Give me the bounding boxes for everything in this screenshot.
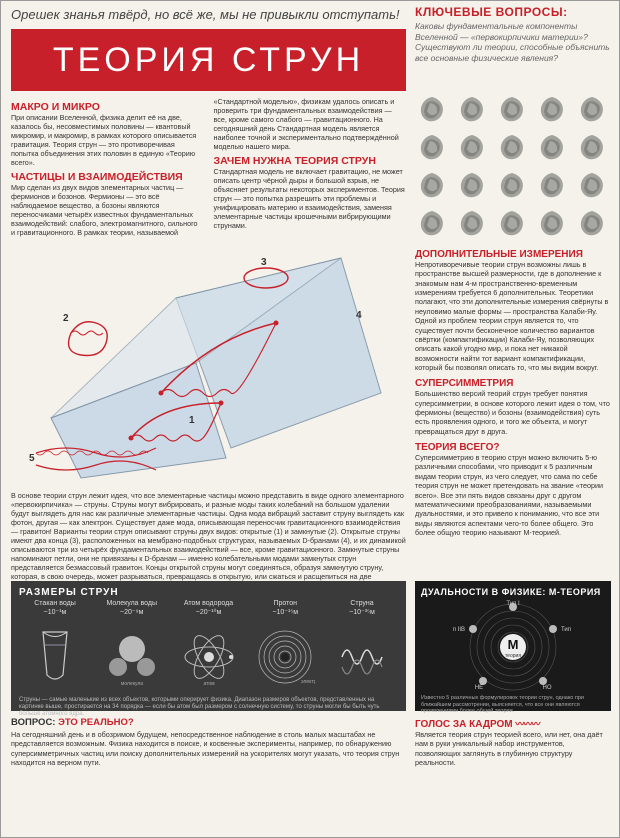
- calabi-yau-icon: [415, 93, 449, 127]
- key-questions-heading: КЛЮЧЕВЫЕ ВОПРОСЫ:: [415, 5, 611, 19]
- epigraph: Орешек знанья твёрд, но всё же, мы не пр…: [11, 7, 400, 22]
- poster-page: Орешек знанья твёрд, но всё же, мы не пр…: [0, 0, 620, 838]
- calabi-yau-icon: [535, 207, 569, 241]
- size-value: ~10⁻³⁵м: [326, 608, 398, 616]
- svg-text:теория: теория: [505, 653, 521, 659]
- svg-text:атом: атом: [203, 681, 215, 687]
- string-diagram-svg: 1 2 3 4 5: [11, 243, 406, 485]
- sizes-panel: РАЗМЕРЫ СТРУН Стакан воды~10⁻¹м Молекула…: [11, 581, 406, 711]
- supersymmetry-body: Большинство версий теорий струн требует …: [415, 389, 611, 436]
- svg-text:молекула: молекула: [121, 681, 143, 687]
- question-real: ВОПРОС: ЭТО РЕАЛЬНО? На сегодняшний день…: [11, 717, 406, 767]
- sizes-labels: Стакан воды~10⁻¹м Молекула воды~20⁻⁹м Ат…: [19, 600, 398, 616]
- duality-caption: Известно 5 различных формулировок теории…: [421, 695, 605, 715]
- why-needed-body: Стандартная модель не включает гравитаци…: [214, 167, 407, 230]
- svg-text:HO: HO: [543, 685, 552, 691]
- left-column: МАКРО И МИКРО При описании Вселенной, фи…: [11, 97, 406, 599]
- size-label: Молекула воды: [96, 600, 168, 607]
- calabi-yau-icon: [455, 207, 489, 241]
- svg-text:М: М: [508, 637, 519, 652]
- extra-dims-body: Непротиворечивые теории струн возможны л…: [415, 260, 611, 372]
- svg-text:Тип IIB: Тип IIB: [453, 627, 465, 633]
- calabi-yau-icon: [455, 169, 489, 203]
- calabi-yau-icon: [495, 131, 529, 165]
- extra-dims-heading: ДОПОЛНИТЕЛЬНЫЕ ИЗМЕРЕНИЯ: [415, 249, 611, 260]
- calabi-yau-icon: [575, 93, 609, 127]
- voice-body: Является теория струн теорией всего, или…: [415, 730, 611, 767]
- calabi-yau-icon: [495, 207, 529, 241]
- question-real-heading: ВОПРОС: ЭТО РЕАЛЬНО?: [11, 717, 406, 728]
- voice-over: ГОЛОС ЗА КАДРОМ 〰〰〰 Является теория стру…: [415, 717, 611, 767]
- molecule-icon: молекула: [96, 620, 168, 694]
- supersymmetry-heading: СУПЕРСИММЕТРИЯ: [415, 378, 611, 389]
- theory-all-heading: ТЕОРИЯ ВСЕГО?: [415, 442, 611, 453]
- sizes-caption: Струны — самые маленькие из всех объекто…: [19, 697, 398, 719]
- string-diagram: 1 2 3 4 5: [11, 243, 406, 485]
- main-title: ТЕОРИЯ СТРУН: [11, 29, 406, 91]
- size-value: ~20⁻¹⁰м: [173, 608, 245, 616]
- duality-heading: ДУАЛЬНОСТИ В ФИЗИКЕ: М-ТЕОРИЯ: [421, 587, 605, 597]
- glass-icon: [19, 620, 91, 694]
- theory-all-body: Суперсимметрию в теорию струн можно вклю…: [415, 453, 611, 537]
- key-questions: КЛЮЧЕВЫЕ ВОПРОСЫ: Каковы фундаментальные…: [415, 5, 611, 64]
- calabi-yau-icon: [575, 169, 609, 203]
- calabi-yau-icon: [495, 93, 529, 127]
- voice-heading: ГОЛОС ЗА КАДРОМ 〰〰〰: [415, 717, 611, 730]
- calabi-yau-icon: [575, 207, 609, 241]
- svg-text:Тип IIA: Тип IIA: [561, 627, 573, 633]
- size-value: ~20⁻⁹м: [96, 608, 168, 616]
- size-label: Атом водорода: [173, 600, 245, 607]
- svg-text:Тип I: Тип I: [506, 601, 520, 607]
- calabi-yau-icon: [495, 169, 529, 203]
- wave-icon: 〰〰〰: [515, 719, 539, 729]
- svg-text:3: 3: [261, 257, 267, 268]
- svg-text:2: 2: [63, 313, 69, 324]
- calabi-yau-icon: [535, 169, 569, 203]
- size-label: Струна: [326, 600, 398, 607]
- size-label: Протон: [249, 600, 321, 607]
- svg-text:1: 1: [189, 415, 195, 426]
- calabi-yau-icon: [575, 131, 609, 165]
- particles-heading: ЧАСТИЦЫ И ВЗАИМОДЕЙСТВИЯ: [11, 171, 204, 183]
- calabi-yau-icon: [415, 207, 449, 241]
- svg-text:5: 5: [29, 453, 35, 464]
- right-column: ДОПОЛНИТЕЛЬНЫЕ ИЗМЕРЕНИЯ Непротиворечивы…: [415, 93, 611, 537]
- why-needed-heading: ЗАЧЕМ НУЖНА ТЕОРИЯ СТРУН: [214, 155, 407, 167]
- size-value: ~10⁻¹м: [19, 608, 91, 616]
- key-questions-body: Каковы фундаментальные компоненты Вселен…: [415, 21, 611, 64]
- sizes-heading: РАЗМЕРЫ СТРУН: [19, 587, 398, 598]
- svg-text:4: 4: [356, 310, 362, 321]
- calabi-yau-icon: [535, 131, 569, 165]
- calabi-yau-icon: [535, 93, 569, 127]
- string-icon: [326, 620, 398, 694]
- macro-micro-heading: МАКРО И МИКРО: [11, 101, 204, 113]
- question-real-body: На сегодняшний день и в обозримом будуще…: [11, 730, 406, 767]
- calabi-yau-icon: [415, 131, 449, 165]
- calabi-yau-icon: [415, 169, 449, 203]
- size-value: ~10⁻¹⁵м: [249, 608, 321, 616]
- proton-icon: электрон: [249, 620, 321, 694]
- duality-panel: ДУАЛЬНОСТИ В ФИЗИКЕ: М-ТЕОРИЯ М теория Т…: [415, 581, 611, 711]
- size-label: Стакан воды: [19, 600, 91, 607]
- macro-micro-body: При описании Вселенной, физика делит её …: [11, 113, 204, 167]
- atom-icon: атом: [173, 620, 245, 694]
- calabi-yau-grid: [415, 93, 611, 241]
- m-theory-diagram: М теория Тип I Тип IIA HO HE Тип IIB: [453, 599, 573, 693]
- svg-text:HE: HE: [475, 685, 483, 691]
- svg-text:электрон: электрон: [301, 679, 315, 685]
- sizes-icons: молекула атом электрон: [19, 620, 398, 694]
- calabi-yau-icon: [455, 131, 489, 165]
- calabi-yau-icon: [455, 93, 489, 127]
